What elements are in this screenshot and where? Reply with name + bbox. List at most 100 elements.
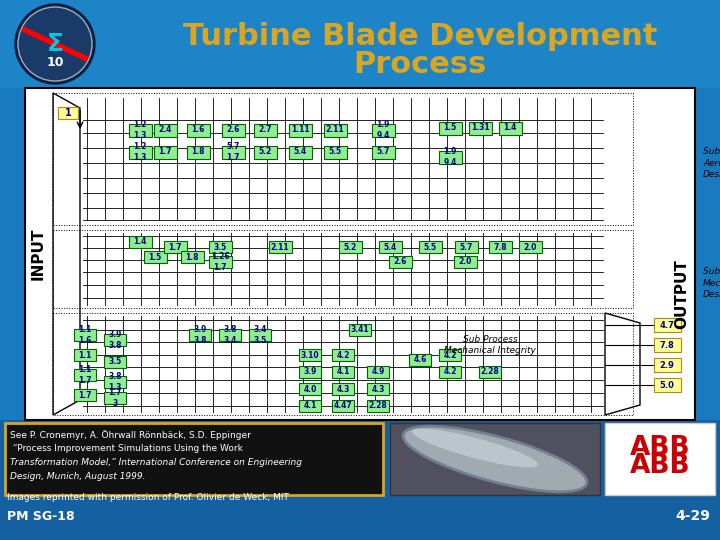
Bar (409, 354, 431, 366)
Text: 7.8: 7.8 (660, 341, 675, 349)
Bar (209, 256, 232, 268)
Text: 2.4: 2.4 (158, 125, 171, 134)
Text: 1.2
1.3: 1.2 1.3 (133, 143, 147, 161)
Text: 4.1: 4.1 (336, 368, 350, 376)
Bar (299, 349, 321, 361)
Text: 1.1: 1.1 (78, 350, 91, 360)
Text: 1.9
9.4: 1.9 9.4 (377, 120, 390, 140)
Bar (389, 256, 412, 268)
Ellipse shape (412, 429, 538, 468)
Text: 2.11: 2.11 (325, 125, 344, 134)
Text: Sub Process
Mechanical
Design: Sub Process Mechanical Design (703, 267, 720, 299)
Text: Sub Process
Aerodynamic
Design: Sub Process Aerodynamic Design (703, 147, 720, 179)
Circle shape (15, 4, 95, 84)
Bar (74, 329, 96, 341)
Bar (249, 329, 271, 341)
Text: 4.2: 4.2 (336, 350, 350, 360)
Bar (153, 145, 176, 159)
Text: 2.6: 2.6 (226, 125, 240, 134)
Text: Images reprinted with permission of Prof. Olivier de Weck, MIT: Images reprinted with permission of Prof… (7, 494, 289, 503)
Bar (367, 400, 389, 412)
Text: 3.41: 3.41 (351, 326, 369, 334)
Text: See P. Cronemyr, A. Öhrwall Rönnbäck, S.D. Eppinger: See P. Cronemyr, A. Öhrwall Rönnbäck, S.… (10, 430, 251, 440)
Bar (299, 366, 321, 378)
Text: 1.5: 1.5 (444, 124, 456, 132)
Bar (58, 107, 78, 119)
Text: 4.9: 4.9 (372, 368, 384, 376)
Text: 5.7: 5.7 (377, 147, 390, 157)
Text: 1.4: 1.4 (503, 124, 517, 132)
Bar (181, 251, 204, 263)
Text: 2.28: 2.28 (369, 402, 387, 410)
Bar (605, 423, 715, 495)
Bar (379, 241, 402, 253)
Text: Sub Process
Mechanical Integrity: Sub Process Mechanical Integrity (444, 335, 536, 355)
Text: 4.1: 4.1 (303, 402, 317, 410)
Bar (289, 145, 312, 159)
Bar (128, 236, 151, 248)
Bar (289, 124, 312, 137)
Text: 1.26
1.7: 1.26 1.7 (211, 252, 229, 272)
Text: 3.9
3.8: 3.9 3.8 (108, 330, 122, 350)
Bar (438, 122, 462, 134)
Text: 10: 10 (46, 56, 64, 69)
Bar (186, 124, 210, 137)
Bar (25, 88, 695, 420)
Bar (367, 366, 389, 378)
Ellipse shape (403, 426, 587, 492)
Bar (654, 318, 680, 332)
Text: 1.7: 1.7 (78, 390, 91, 400)
Text: 2.7: 2.7 (258, 125, 271, 134)
Text: PM SG-18: PM SG-18 (7, 510, 75, 523)
Text: 5.2: 5.2 (258, 147, 271, 157)
Text: 3.9
3.8: 3.9 3.8 (193, 325, 207, 345)
Bar (498, 122, 521, 134)
Bar (253, 124, 276, 137)
Bar (74, 369, 96, 381)
Text: 1.11: 1.11 (291, 125, 310, 134)
Bar (518, 241, 541, 253)
Text: Design, Munich, August 1999.: Design, Munich, August 1999. (10, 472, 145, 481)
Text: 1.1
1.6: 1.1 1.6 (78, 325, 91, 345)
Text: 1.7: 1.7 (168, 242, 181, 252)
Text: 5.5: 5.5 (328, 147, 341, 157)
Bar (654, 378, 680, 392)
Text: 2.0: 2.0 (523, 242, 536, 252)
Text: 1.2
1.3: 1.2 1.3 (133, 120, 147, 140)
Text: 3.9: 3.9 (303, 368, 317, 376)
Text: 7.8: 7.8 (493, 242, 507, 252)
Text: Process: Process (354, 50, 487, 79)
Bar (269, 241, 292, 253)
Text: 4-29: 4-29 (675, 509, 710, 523)
Bar (332, 383, 354, 395)
Bar (299, 383, 321, 395)
Text: 3.5: 3.5 (213, 242, 227, 252)
Bar (53, 93, 633, 225)
Text: 2.11: 2.11 (271, 242, 289, 252)
Bar (104, 392, 126, 404)
Bar (488, 241, 511, 253)
Bar (338, 241, 361, 253)
Bar (5, 423, 383, 495)
Bar (0, 0, 720, 88)
Bar (253, 145, 276, 159)
Text: 1.6: 1.6 (192, 125, 204, 134)
Bar (222, 124, 245, 137)
Text: 1.1
1.7: 1.1 1.7 (78, 365, 91, 384)
Bar (189, 329, 211, 341)
Bar (104, 376, 126, 388)
Text: 4.47: 4.47 (333, 402, 352, 410)
Text: 2.0: 2.0 (459, 258, 472, 267)
Bar (209, 241, 232, 253)
Text: 5.4: 5.4 (293, 147, 307, 157)
Text: 1.5: 1.5 (148, 253, 161, 261)
Text: 3.4
3.5: 3.4 3.5 (253, 325, 266, 345)
Bar (332, 349, 354, 361)
Text: “Process Improvement Simulations Using the Work: “Process Improvement Simulations Using t… (10, 444, 243, 453)
Bar (222, 145, 245, 159)
Text: 2.9: 2.9 (660, 361, 675, 369)
Text: 4.6: 4.6 (413, 355, 427, 364)
Bar (438, 151, 462, 164)
Bar (469, 122, 492, 134)
Text: ABB: ABB (630, 435, 690, 461)
